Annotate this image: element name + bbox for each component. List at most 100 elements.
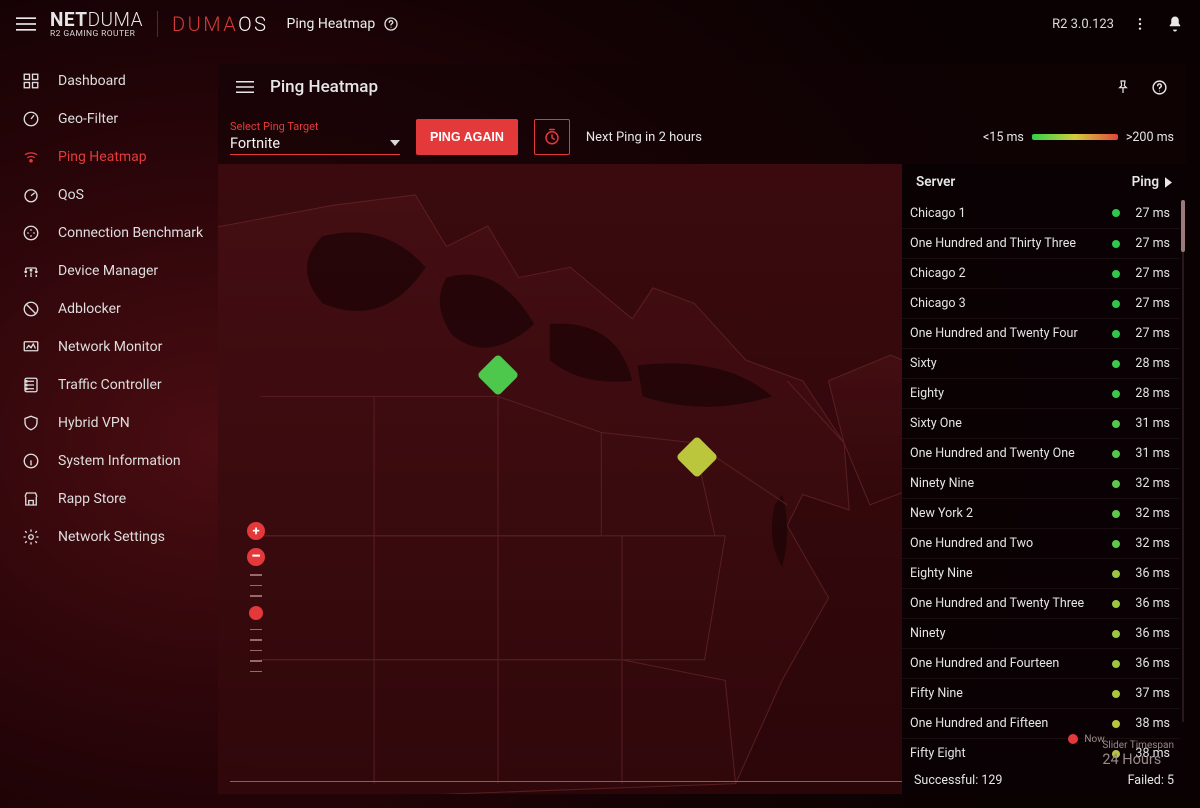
traffic-icon [22,376,40,394]
map-pane[interactable]: + − [218,164,902,794]
more-icon[interactable] [1132,16,1148,32]
panel-menu-icon[interactable] [236,78,254,96]
server-row[interactable]: Ninety Nine32 ms [902,468,1180,498]
select-value: Fortnite [230,135,280,152]
store-icon [22,490,40,508]
version-label: R2 3.0.123 [1052,17,1114,32]
next-ping-label: Next Ping in 2 hours [586,130,702,145]
server-row[interactable]: Sixty One31 ms [902,408,1180,438]
info-icon [22,452,40,470]
server-row[interactable]: Eighty Nine36 ms [902,558,1180,588]
monitor-icon [22,338,40,356]
ping-status-dot [1112,390,1120,398]
server-row[interactable]: Eighty28 ms [902,378,1180,408]
ping-status-dot [1112,420,1120,428]
sidebar-item-network-settings[interactable]: Network Settings [0,518,210,556]
zoom-out-button[interactable]: − [247,548,265,566]
server-row[interactable]: Sixty28 ms [902,348,1180,378]
ping-again-button[interactable]: PING AGAIN [416,119,518,155]
ping-value: 31 ms [1126,446,1170,461]
zoom-in-button[interactable]: + [247,522,265,540]
ping-head-label: Ping [1132,174,1159,190]
server-row[interactable]: One Hundred and Two32 ms [902,528,1180,558]
server-row[interactable]: One Hundred and Fourteen36 ms [902,648,1180,678]
zoom-tick [250,585,262,587]
sidebar-item-rapp-store[interactable]: Rapp Store [0,480,210,518]
ping-value: 37 ms [1126,686,1170,701]
server-name: Fifty Nine [910,686,1112,701]
slider-now-label: Now [1084,734,1104,745]
zoom-tick [250,650,262,652]
sidebar-item-dashboard[interactable]: Dashboard [0,62,210,100]
ping-status-dot [1112,240,1120,248]
sidebar-item-geo-filter[interactable]: Geo-Filter [0,100,210,138]
zoom-track[interactable] [249,574,263,672]
server-row[interactable]: One Hundred and Twenty One31 ms [902,438,1180,468]
server-row[interactable]: One Hundred and Twenty Three36 ms [902,588,1180,618]
benchmark-icon [22,224,40,242]
server-name: One Hundred and Fifteen [910,716,1112,731]
ping-status-dot [1112,600,1120,608]
help-icon[interactable] [383,16,399,32]
server-row[interactable]: Chicago 327 ms [902,288,1180,318]
ping-status-dot [1112,330,1120,338]
ping-value: 28 ms [1126,356,1170,371]
zoom-handle[interactable] [249,606,263,620]
ping-status-dot [1112,660,1120,668]
server-name: Chicago 2 [910,266,1112,281]
sidebar-item-label: Device Manager [58,263,158,279]
zoom-slider[interactable]: + − [246,522,266,672]
server-row[interactable]: One Hundred and Fifteen 38 ms [902,708,1180,738]
sidebar-item-label: Ping Heatmap [58,149,147,165]
dashboard-icon [22,72,40,90]
bell-icon[interactable] [1166,15,1184,33]
server-name: One Hundred and Fourteen [910,656,1112,671]
sidebar-item-device-manager[interactable]: Device Manager [0,252,210,290]
server-row[interactable]: Ninety36 ms [902,618,1180,648]
sidebar-item-ping-heatmap[interactable]: Ping Heatmap [0,138,210,176]
sidebar-item-qos[interactable]: QoS [0,176,210,214]
sidebar-item-label: Dashboard [58,73,126,89]
ping-target-select[interactable]: Select Ping Target Fortnite [230,120,400,155]
schedule-button[interactable] [534,119,570,155]
server-row[interactable]: One Hundred and Twenty Four27 ms [902,318,1180,348]
menu-icon[interactable] [16,14,36,34]
server-row[interactable]: Fifty Nine 37 ms [902,678,1180,708]
pin-icon[interactable] [1115,79,1131,96]
server-row[interactable]: Chicago 2 27 ms [902,258,1180,288]
sidebar-item-label: Adblocker [58,301,121,317]
sidebar-item-label: Hybrid VPN [58,415,130,431]
sidebar-item-connection-benchmark[interactable]: Connection Benchmark [0,214,210,252]
server-row[interactable]: One Hundred and Thirty Three27 ms [902,228,1180,258]
sidebar-item-network-monitor[interactable]: Network Monitor [0,328,210,366]
sidebar-item-label: Traffic Controller [58,377,162,393]
server-name: One Hundred and Thirty Three [910,236,1112,251]
zoom-tick [250,660,262,662]
legend-bar [1032,134,1118,140]
sidebar-item-label: System Information [58,453,181,469]
server-row[interactable]: New York 232 ms [902,498,1180,528]
sidebar-item-label: Rapp Store [58,491,126,507]
map-svg [218,164,902,794]
server-name: Eighty [910,386,1112,401]
chevron-right-icon[interactable] [1165,177,1172,188]
ping-value: 36 ms [1126,626,1170,641]
ping-status-dot [1112,570,1120,578]
scrollbar[interactable] [1182,200,1184,722]
ping-status-dot [1112,630,1120,638]
sidebar-item-hybrid-vpn[interactable]: Hybrid VPN [0,404,210,442]
scrollbar-thumb[interactable] [1181,200,1185,252]
ping-value: 31 ms [1126,416,1170,431]
brand-subtitle: R2 GAMING ROUTER [50,30,143,39]
ping-value: 27 ms [1126,266,1170,281]
sidebar-item-traffic-controller[interactable]: Traffic Controller [0,366,210,404]
timespan-control[interactable]: Now Slider Timespan 24 Hours [1102,740,1174,768]
speed-icon [22,186,40,204]
ping-value: 38 ms [1126,716,1170,731]
sidebar-item-adblocker[interactable]: Adblocker [0,290,210,328]
zoom-tick [250,671,262,673]
sidebar-item-system-information[interactable]: System Information [0,442,210,480]
panel-help-icon[interactable] [1151,79,1168,96]
chevron-down-icon [390,140,400,146]
server-row[interactable]: Chicago 127 ms [902,198,1180,228]
